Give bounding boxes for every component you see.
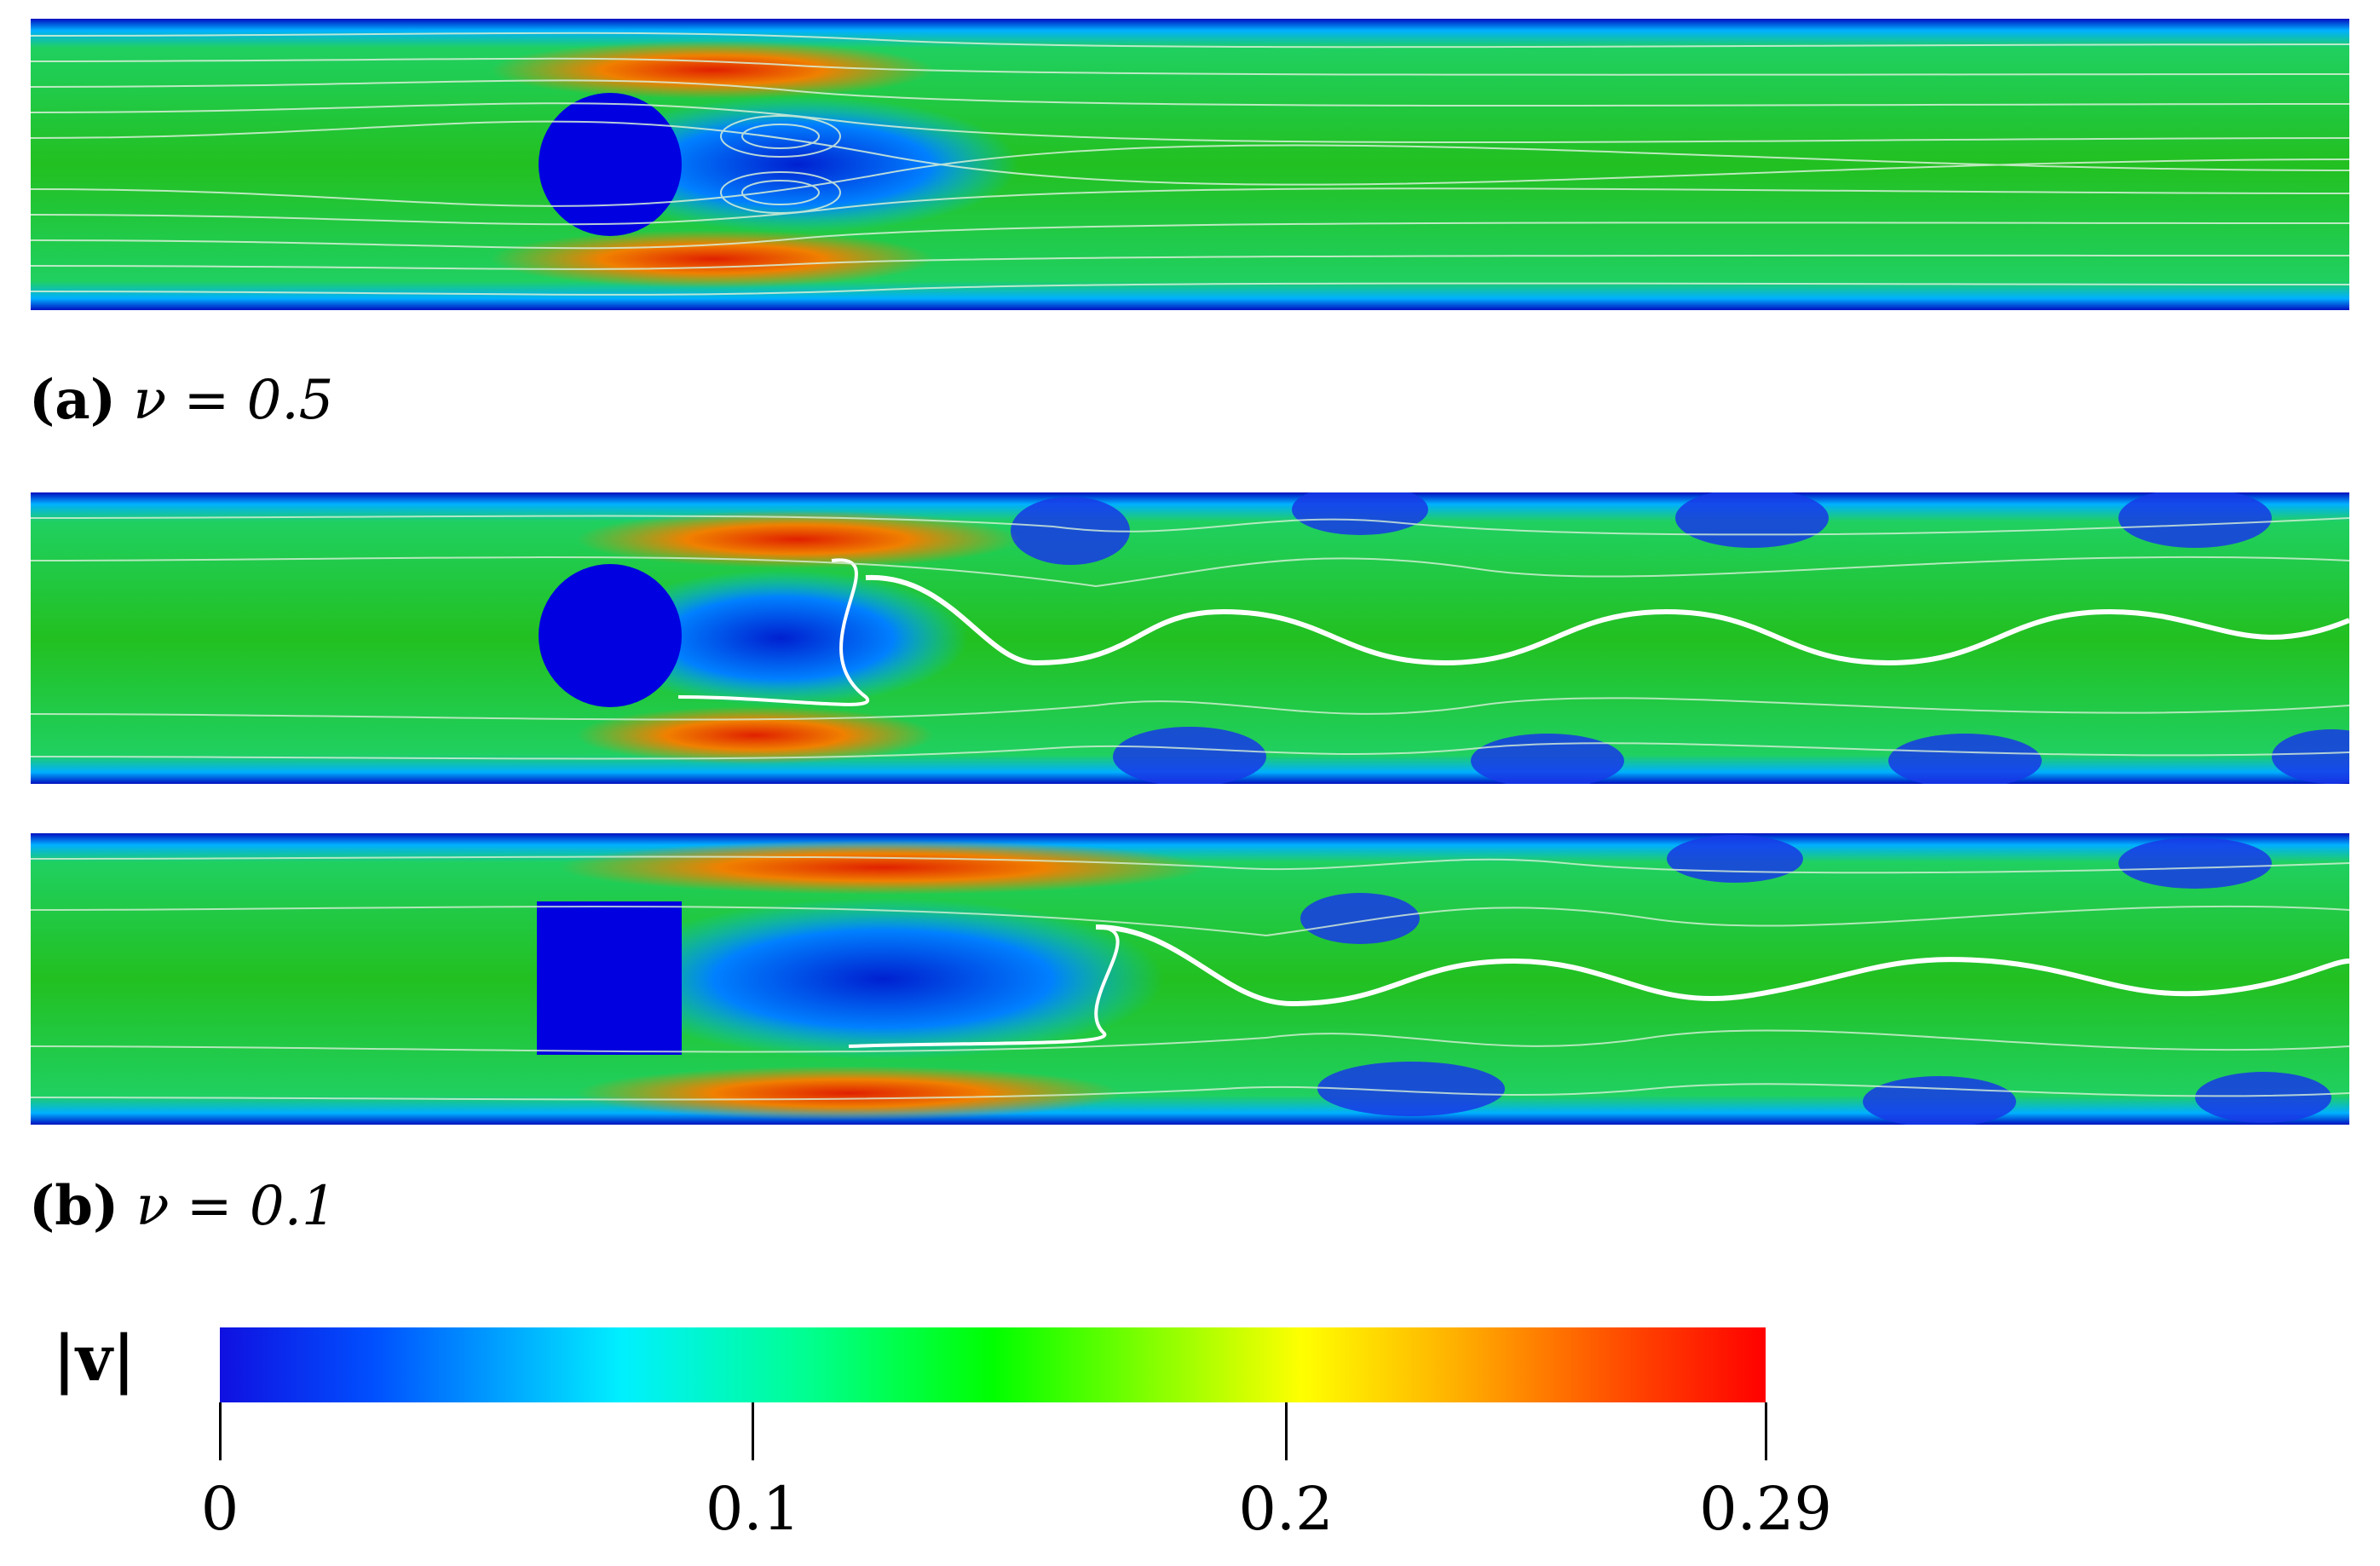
streamlines [31, 515, 2349, 760]
colorbar-tick-label: 0 [200, 1474, 239, 1544]
colorbar-tick-label: 0.29 [1699, 1474, 1832, 1544]
high-velocity-region-top [491, 41, 934, 99]
streamlines [31, 32, 2349, 296]
colorbar-label: |v| [53, 1322, 135, 1396]
colorbar [220, 1327, 1766, 1402]
obstacle-square [537, 901, 682, 1055]
flow-panel-a [31, 19, 2349, 310]
caption-a-math: ν = 0.5 [133, 369, 334, 432]
channel-background [31, 833, 2349, 1125]
high-velocity-region-top [559, 840, 1207, 895]
flow-panel-b-square [31, 833, 2349, 1125]
high-velocity-region-top [576, 510, 1019, 568]
vortex-streamline [677, 558, 870, 706]
caption-a-tag: (a) [29, 368, 117, 432]
wall-vortices [1011, 492, 2349, 784]
colorbar-tick [1764, 1402, 1767, 1460]
vortex-streamline [848, 925, 1120, 1048]
wake-centerline [1095, 924, 2349, 1007]
obstacle-circle [539, 93, 682, 236]
high-velocity-region-bottom [491, 230, 934, 288]
wall-vortices [1300, 835, 2331, 1125]
flow-field-a [31, 19, 2349, 310]
caption-b: (b) ν = 0.1 [29, 1174, 337, 1238]
caption-b-math: ν = 0.1 [135, 1175, 337, 1238]
wake-region [593, 570, 968, 706]
colorbar-tick [1284, 1402, 1288, 1460]
high-velocity-region-bottom [576, 1066, 1121, 1120]
colorbar-tick [752, 1402, 755, 1460]
wake-centerline [865, 574, 2349, 666]
flow-field-b-circle [31, 492, 2349, 784]
caption-a: (a) ν = 0.5 [29, 368, 333, 432]
wake-region [576, 96, 1019, 233]
flow-field-b-square [31, 833, 2349, 1125]
wake-region [602, 898, 1164, 1060]
colorbar-tick [218, 1402, 222, 1460]
obstacle-circle [539, 564, 682, 707]
streamlines [31, 855, 2349, 1101]
colorbar-tick-label: 0.1 [705, 1474, 801, 1544]
high-velocity-region-bottom [576, 706, 934, 764]
flow-panel-b-circle [31, 492, 2349, 784]
colorbar-tick-label: 0.2 [1238, 1474, 1334, 1544]
caption-b-tag: (b) [29, 1174, 119, 1238]
